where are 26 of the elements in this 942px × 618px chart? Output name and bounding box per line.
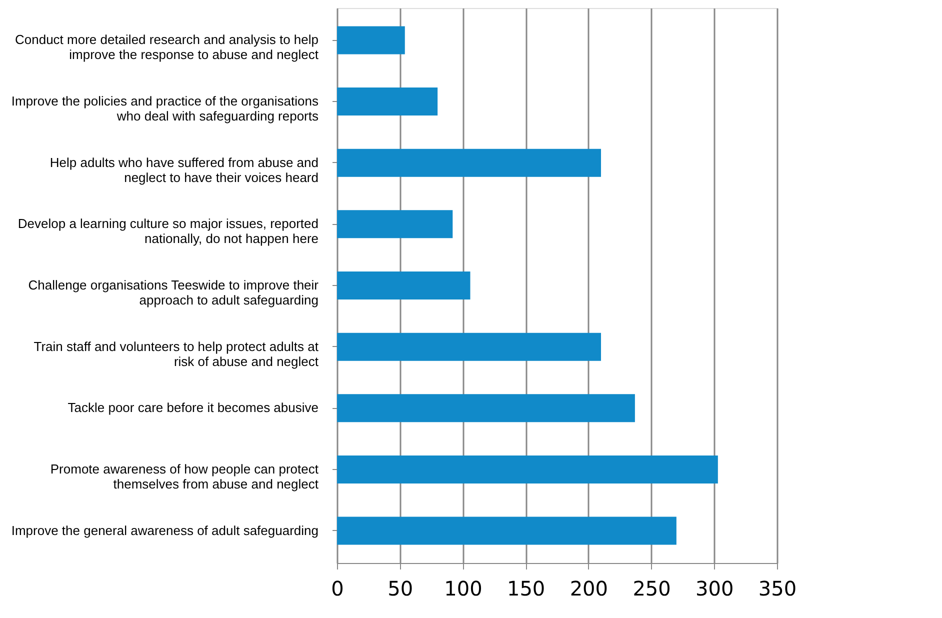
y-tick-label: Improve the general awareness of adult safeguarding: [11, 522, 318, 538]
x-tick-label: 100: [444, 576, 482, 600]
bar: [337, 88, 438, 116]
bar: [337, 394, 635, 422]
bar: [337, 516, 676, 545]
y-tick-label: Conduct more detailed research and analysis to help improve the response to abuse and neglect: [14, 32, 319, 62]
x-tick-label: 0: [331, 576, 344, 600]
bar: [337, 210, 453, 238]
x-tick-label: 250: [632, 576, 671, 600]
y-tick-label: Challenge organisations Teeswide to improve their approach to adult safeguarding: [28, 278, 320, 308]
y-tick-label: Help adults who have suffered from abuse and neglect to have their voices heard: [50, 154, 318, 185]
y-tick-label: Tackle poor care before it becomes abusive: [68, 400, 318, 416]
x-tick-label: 350: [758, 576, 797, 600]
x-tick-label: 300: [696, 576, 734, 600]
bar: [337, 26, 405, 54]
x-tick-label: 150: [506, 576, 546, 600]
bar: [337, 148, 601, 177]
bar: [337, 332, 601, 361]
y-tick-label: Improve the policies and practice of the organisations who deal with safeguarding reports: [11, 94, 319, 124]
x-tick-label: 50: [388, 576, 414, 600]
x-tick-label: 200: [570, 576, 608, 600]
y-tick-label: Develop a learning culture so major issues, reported nationally, do not happen here: [18, 216, 318, 246]
bar: [337, 272, 470, 300]
y-tick-label: Train staff and volunteers to help protect adults at risk of abuse and neglect: [34, 338, 319, 369]
bar: [337, 455, 718, 484]
y-tick-label: Promote awareness of how people can protect themselves from abuse and neglect: [50, 461, 319, 492]
